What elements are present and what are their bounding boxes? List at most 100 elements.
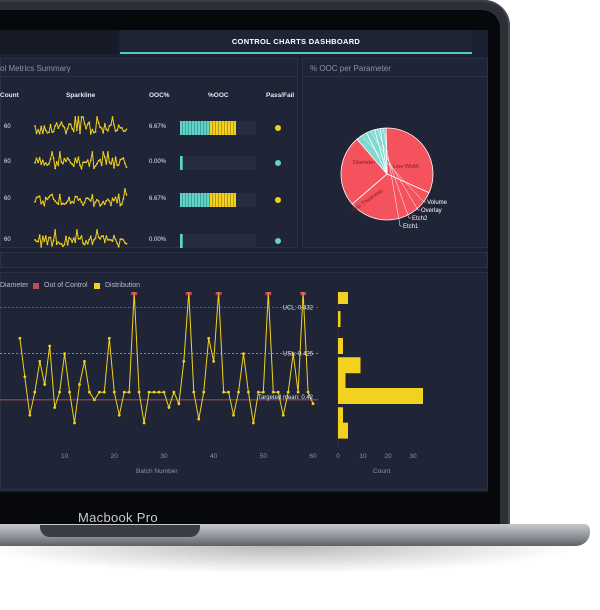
ooc-marker (185, 292, 192, 296)
sparkline-point (113, 166, 115, 169)
sparkline-point (65, 235, 67, 238)
tab-control-charts-dashboard[interactable]: CONTROL CHARTS DASHBOARD (120, 30, 472, 54)
sparkline-point (102, 200, 105, 203)
tab-previous[interactable] (0, 30, 118, 54)
pie-outer-label: Overlay (421, 208, 442, 214)
sparkline-point (43, 204, 46, 207)
sparkline-point (116, 164, 119, 167)
row-count: 60 (4, 124, 11, 130)
sparkline-point (79, 237, 81, 240)
diameter-point (97, 390, 101, 394)
sparkline-point (94, 201, 97, 203)
histogram-x-tick-label: 0 (336, 453, 340, 460)
sparkline-point (110, 124, 112, 126)
sparkline-point (94, 237, 97, 240)
sparkline-point (113, 235, 115, 237)
sparkline-point (102, 151, 105, 153)
sparkline-point (97, 121, 100, 124)
pie-outer-label: Volume (427, 200, 448, 206)
sparkline-point (88, 121, 91, 124)
sparkline-point (111, 240, 114, 242)
sparkline-point (72, 237, 75, 240)
sparkline-point (117, 124, 120, 127)
pie-slice-label: Diameter (353, 160, 375, 166)
sparkline-point (111, 157, 114, 160)
sparkline-point (43, 125, 46, 128)
sparkline-point (38, 157, 41, 159)
sparkline-point (40, 245, 43, 248)
laptop-shadow (0, 546, 580, 574)
sparkline-point (71, 200, 74, 203)
sparkline-point (93, 239, 95, 241)
sparkline-point (80, 201, 83, 204)
x-tick-label: 20 (111, 453, 119, 460)
sparkline-point (93, 167, 95, 169)
sparkline-point (38, 234, 41, 237)
row-status-dot (275, 238, 281, 244)
sparkline-point (63, 203, 66, 206)
laptop-lid-notch (40, 525, 200, 537)
sparkline-point (105, 128, 108, 131)
sparkline-point (119, 238, 122, 241)
sparkline-line (34, 116, 127, 136)
ooc-marker (131, 292, 138, 296)
sparkline-point (44, 162, 47, 164)
sparkline-point (108, 125, 111, 127)
sparkline-point (66, 157, 69, 159)
sparkline-point (55, 161, 58, 163)
sparkline-point (100, 203, 103, 206)
diameter-point (281, 413, 285, 417)
diameter-point (182, 359, 186, 363)
sparkline-point (72, 130, 75, 133)
sparkline-point (107, 198, 109, 201)
histogram-x-tick-label: 20 (384, 453, 392, 460)
sparkline-point (119, 158, 122, 161)
sparkline-point (54, 124, 57, 127)
sparkline-point (89, 159, 92, 162)
sparkline-point (62, 162, 64, 165)
row-status-dot (275, 160, 281, 166)
sparkline-point (60, 121, 63, 124)
sparkline-point (107, 129, 109, 132)
header-ooc-percent: OOC% (149, 92, 170, 99)
sparkline-point (107, 239, 109, 241)
sparkline-point (35, 157, 38, 160)
row-ooc-bar-track (180, 234, 256, 248)
diameter-point (63, 352, 66, 356)
sparkline-point (52, 157, 55, 160)
histogram-bar (338, 311, 341, 328)
sparkline-point (58, 151, 61, 153)
diameter-point (276, 390, 280, 394)
pie-slice (340, 138, 388, 205)
sparkline-point (38, 195, 41, 198)
sparkline-point (114, 238, 117, 241)
diameter-point (33, 390, 37, 394)
sparkline-point (116, 129, 119, 132)
sparkline-point (69, 202, 72, 205)
diameter-point (83, 359, 86, 363)
sparkline-point (46, 164, 49, 166)
sparkline-point (105, 199, 108, 202)
sparkline-point (69, 161, 72, 164)
sparkline-point (40, 125, 43, 128)
sparkline-point (120, 238, 123, 240)
diameter-point (28, 413, 32, 417)
sparkline-point (34, 125, 36, 127)
sparkline-point (35, 240, 38, 243)
diameter-point (107, 336, 111, 340)
diameter-point (252, 421, 255, 425)
sparkline-point (122, 198, 125, 200)
section-spacer (0, 252, 488, 268)
sparkline-point (35, 196, 38, 199)
diameter-point (242, 352, 245, 356)
sparkline-point (68, 123, 70, 125)
sparkline-point (80, 116, 83, 118)
sparkline-point (119, 127, 122, 129)
sparkline-point (71, 163, 74, 166)
diameter-point (93, 398, 96, 402)
header-sparkline: Sparkline (66, 92, 96, 99)
sparkline-point (107, 151, 109, 153)
sparkline-point (57, 127, 60, 129)
sparkline-point (76, 129, 78, 132)
sparkline-point (46, 243, 49, 246)
